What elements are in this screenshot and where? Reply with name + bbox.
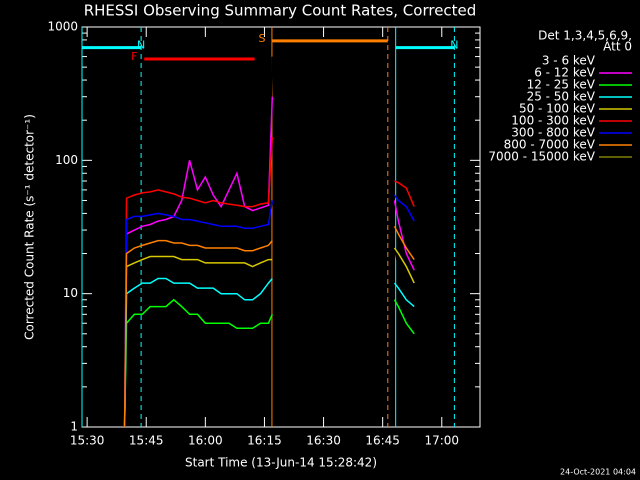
footer: 24-Oct-2021 04:04 <box>560 468 636 477</box>
series-line <box>123 277 415 428</box>
x-axis-label: Start Time (13-Jun-14 15:28:42) <box>185 456 377 470</box>
x-tick-label: 16:30 <box>306 434 341 448</box>
legend-label: 50 - 100 keV <box>519 102 596 116</box>
interval-label: S <box>258 32 265 45</box>
x-tick-label: 17:00 <box>424 434 459 448</box>
series-line <box>123 225 415 428</box>
x-tick-label: 16:45 <box>365 434 400 448</box>
legend-label: 7000 - 15000 keV <box>488 150 595 164</box>
legend-label: 300 - 800 keV <box>511 126 595 140</box>
series-line <box>123 96 415 428</box>
legend-label: 6 - 12 keV <box>534 66 596 80</box>
x-tick-label: 15:30 <box>70 434 105 448</box>
series-line <box>123 136 415 428</box>
interval-label: N <box>137 39 145 52</box>
legend-label: 25 - 50 keV <box>527 90 596 104</box>
series-line <box>123 247 415 428</box>
legend-title: Det 1,3,4,5,6,9, <box>538 29 632 43</box>
y-tick-label: 1 <box>70 420 78 434</box>
x-tick-label: 16:00 <box>188 434 223 448</box>
interval-label: F <box>131 50 137 63</box>
y-axis-label: Corrected Count Rate (s⁻¹ detector⁻¹) <box>23 114 37 340</box>
chart-title: RHESSI Observing Summary Count Rates, Co… <box>84 2 477 20</box>
series-line <box>123 194 415 428</box>
y-tick-label: 1000 <box>47 20 78 34</box>
legend-title: Att 0 <box>603 40 632 54</box>
y-tick-label: 10 <box>63 286 78 300</box>
series-line <box>123 56 415 428</box>
y-tick-label: 100 <box>55 153 78 167</box>
interval-label: N <box>450 39 458 52</box>
legend-label: 3 - 6 keV <box>542 54 596 68</box>
legend-label: 12 - 25 keV <box>527 78 596 92</box>
series-line <box>123 298 415 428</box>
legend-label: 800 - 7000 keV <box>504 138 596 152</box>
x-tick-label: 16:15 <box>247 434 282 448</box>
legend-label: 100 - 300 keV <box>511 114 595 128</box>
x-tick-label: 15:45 <box>129 434 164 448</box>
